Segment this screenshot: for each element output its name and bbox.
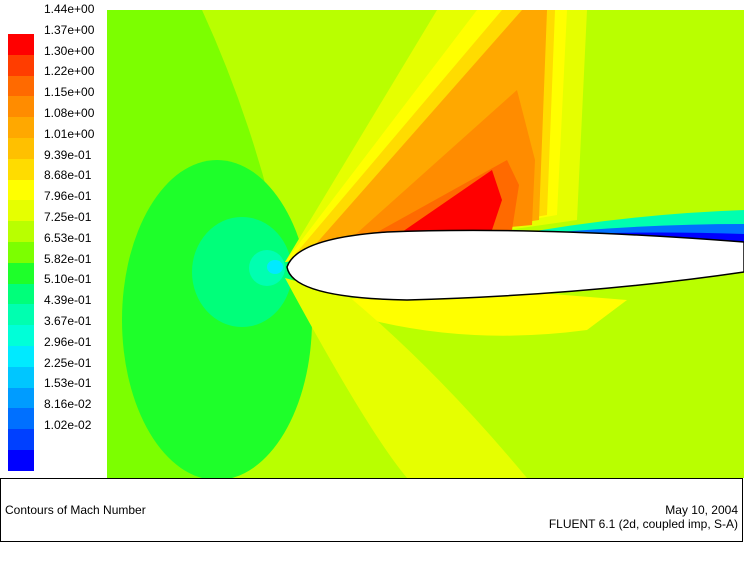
plot-date: May 10, 2004: [665, 503, 738, 517]
legend-level-label: 6.53e-01: [44, 230, 92, 245]
legend-swatch: [8, 262, 34, 284]
legend-swatch: [8, 96, 34, 118]
legend-level-label: 1.01e+00: [44, 126, 95, 141]
legend-level-label: 1.37e+00: [44, 22, 95, 37]
legend-level-label: 1.08e+00: [44, 106, 95, 120]
legend-level-label: 2.25e-01: [44, 355, 92, 370]
legend-level-label: 9.39e-01: [44, 147, 92, 162]
legend-swatch: [8, 283, 34, 305]
supersonic-pocket: [402, 170, 502, 232]
stagnation-core-region: [267, 260, 283, 274]
legend-swatch: [8, 34, 34, 55]
legend-level-label: 1.22e+00: [44, 64, 95, 79]
legend-swatch: [8, 158, 34, 180]
legend-swatch: [8, 346, 34, 367]
legend-swatch: [8, 450, 34, 471]
legend-swatch: [8, 200, 34, 222]
legend-swatch: [8, 242, 34, 263]
legend-swatch: [8, 179, 34, 201]
legend-level-label: 1.30e+00: [44, 43, 95, 58]
plot-title: Contours of Mach Number: [5, 503, 146, 517]
legend-level-label: 1.44e+00: [44, 2, 95, 16]
legend-swatch: [8, 366, 34, 388]
legend-level-label: 7.96e-01: [44, 189, 92, 204]
legend-level-label: 5.82e-01: [44, 251, 92, 266]
legend-swatch: [8, 75, 34, 97]
legend-swatch: [8, 138, 34, 159]
legend-level-label: 3.67e-01: [44, 314, 92, 328]
airfoil: [286, 229, 744, 301]
contour-plot: [107, 10, 744, 478]
stagnation-inner-region: [249, 250, 285, 286]
color-legend: 1.44e+00 1.37e+00 1.30e+00 1.22e+00 1.15e+00…: [0, 0, 108, 478]
legend-swatch: [8, 429, 34, 451]
legend-swatch: [8, 408, 34, 430]
legend-level-label: 4.39e-01: [44, 293, 92, 308]
solver-info: FLUENT 6.1 (2d, coupled imp, S-A): [548, 517, 738, 531]
legend-level-label: 7.25e-01: [44, 210, 92, 224]
legend-swatch: [8, 387, 34, 409]
legend-swatch: [8, 304, 34, 326]
lower-fan-band: [285, 278, 527, 478]
legend-swatch: [8, 117, 34, 139]
info-panel: Contours of Mach Number May 10, 2004 FLU…: [0, 478, 743, 542]
legend-level-label: 8.16e-02: [44, 397, 92, 412]
legend-level-label: 1.02e-02: [44, 418, 92, 432]
legend-swatch: [8, 54, 34, 76]
legend-level-label: 1.15e+00: [44, 85, 95, 100]
legend-level-label: 8.68e-01: [44, 168, 92, 183]
legend-swatch: [8, 221, 34, 243]
legend-level-label: 2.96e-01: [44, 334, 92, 349]
legend-level-label: 1.53e-01: [44, 376, 92, 391]
stagnation-mid-region: [192, 217, 292, 327]
legend-swatch: [8, 325, 34, 347]
lower-surface-region: [307, 292, 627, 336]
legend-level-label: 5.10e-01: [44, 272, 92, 287]
